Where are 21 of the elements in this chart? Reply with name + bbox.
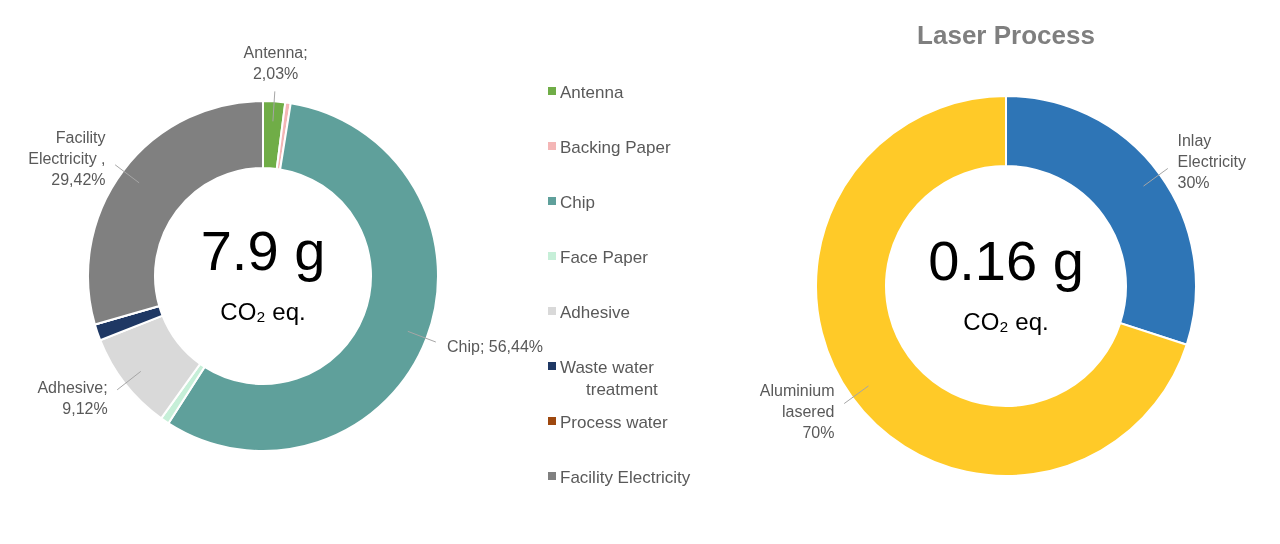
slice-label: Aluminium lasered [759,381,835,420]
text: 7.9 g [200,219,326,282]
data-label: Facility Electricity , 29,42% [28,128,106,188]
chart-title: Laser Process [917,20,1095,50]
text: CO₂ eq. [220,298,306,325]
text: 0.16 g [928,229,1084,292]
data-label: Antenna; 2,03% [243,44,308,83]
legend-label: Antenna [560,83,624,102]
legend-label: Waste water treatment [560,358,659,399]
data-label: 70% [802,423,835,441]
legend-label: Facility Electricity [560,468,691,487]
data-label: Adhesive; 9,12% [37,378,108,417]
data-label: 30% [1177,174,1210,192]
legend-label: Chip [560,193,595,212]
text: CO₂ eq. [963,308,1049,335]
legend-label: Face Paper [560,248,649,267]
slice-label: Inlay Electricity [1177,132,1246,171]
legend-label: Backing Paper [560,138,671,157]
data-label: Chip; 56,44% [447,338,544,356]
legend-label: Adhesive [560,303,630,322]
legend-label: Process water [560,413,669,432]
